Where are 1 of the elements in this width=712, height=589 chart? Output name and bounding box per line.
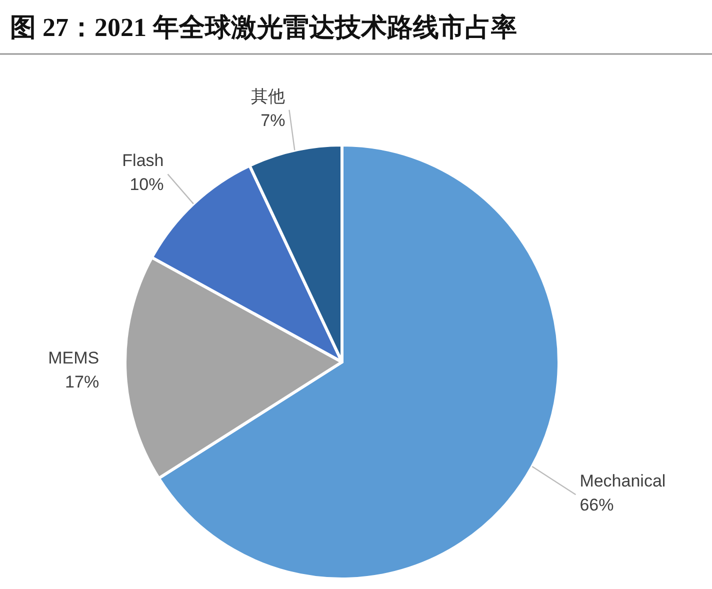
title: 图 27：2021 年全球激光雷达技术路线市占率 xyxy=(10,13,517,42)
